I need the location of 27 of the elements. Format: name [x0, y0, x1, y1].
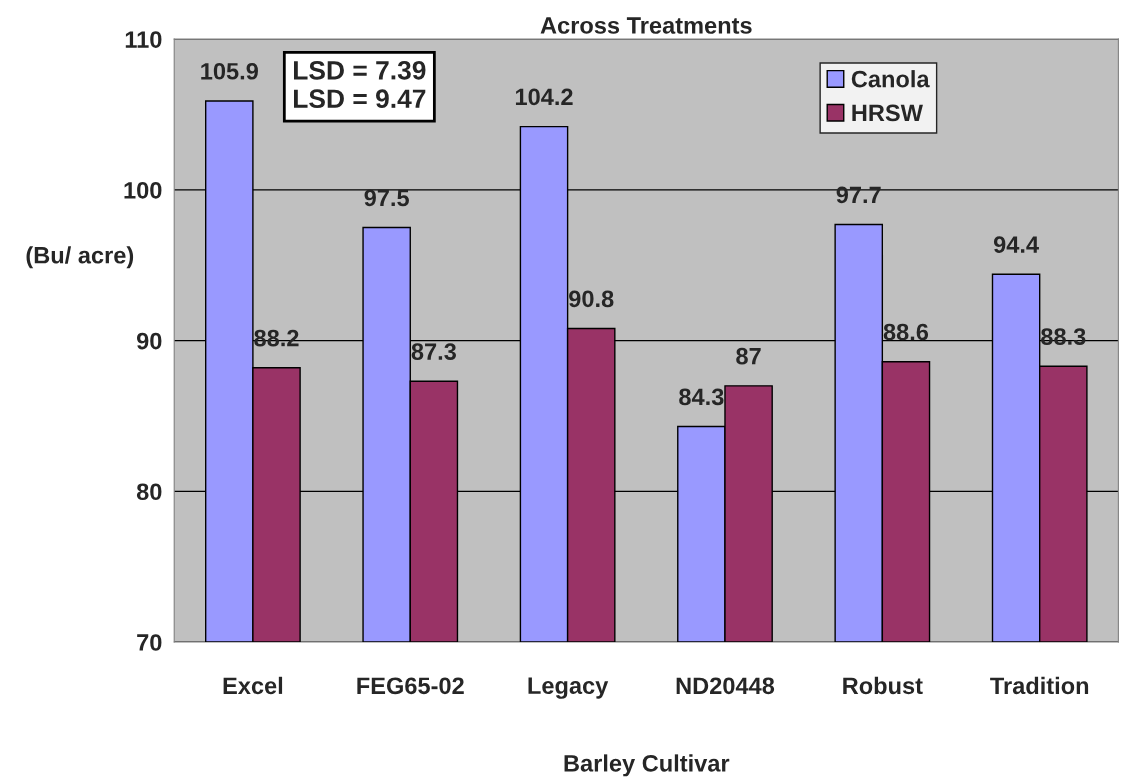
data-label: 90.8 [569, 290, 614, 308]
x-tick-label: Excel [223, 676, 283, 695]
data-label: 97.5 [364, 189, 409, 207]
data-label: 105.9 [201, 62, 258, 80]
x-tick-label: Tradition [990, 676, 1089, 695]
data-label: 88.6 [883, 323, 929, 341]
x-tick-label: Legacy [528, 677, 609, 699]
legend-label: HRSW [852, 104, 923, 122]
data-label: 87.3 [411, 343, 456, 360]
x-tick-label: FEG65-02 [357, 677, 464, 695]
annotation: LSD = 7.39 LSD = 9.47 [294, 60, 426, 109]
y-tick-label: 100 [124, 181, 162, 199]
x-tick-label: ND20448 [676, 677, 775, 695]
x-tick-label: Robust [843, 676, 923, 695]
y-tick-label: 80 [136, 483, 162, 501]
y-tick-label: 70 [137, 634, 162, 651]
legend-label: Canola [851, 70, 930, 88]
data-label: 84.3 [679, 388, 724, 406]
y-tick-label: 90 [136, 332, 162, 350]
data-label: 104.2 [515, 88, 573, 106]
data-label: 97.7 [836, 186, 881, 204]
data-label: 94.4 [993, 236, 1039, 253]
y-tick-label: 110 [125, 31, 162, 48]
y-axis-title: (Bu/ acre) [26, 246, 134, 269]
chart-title: Across Treatments [540, 17, 752, 34]
data-label: 87 [736, 347, 761, 365]
x-axis-title: Barley Cultivar [564, 754, 730, 777]
